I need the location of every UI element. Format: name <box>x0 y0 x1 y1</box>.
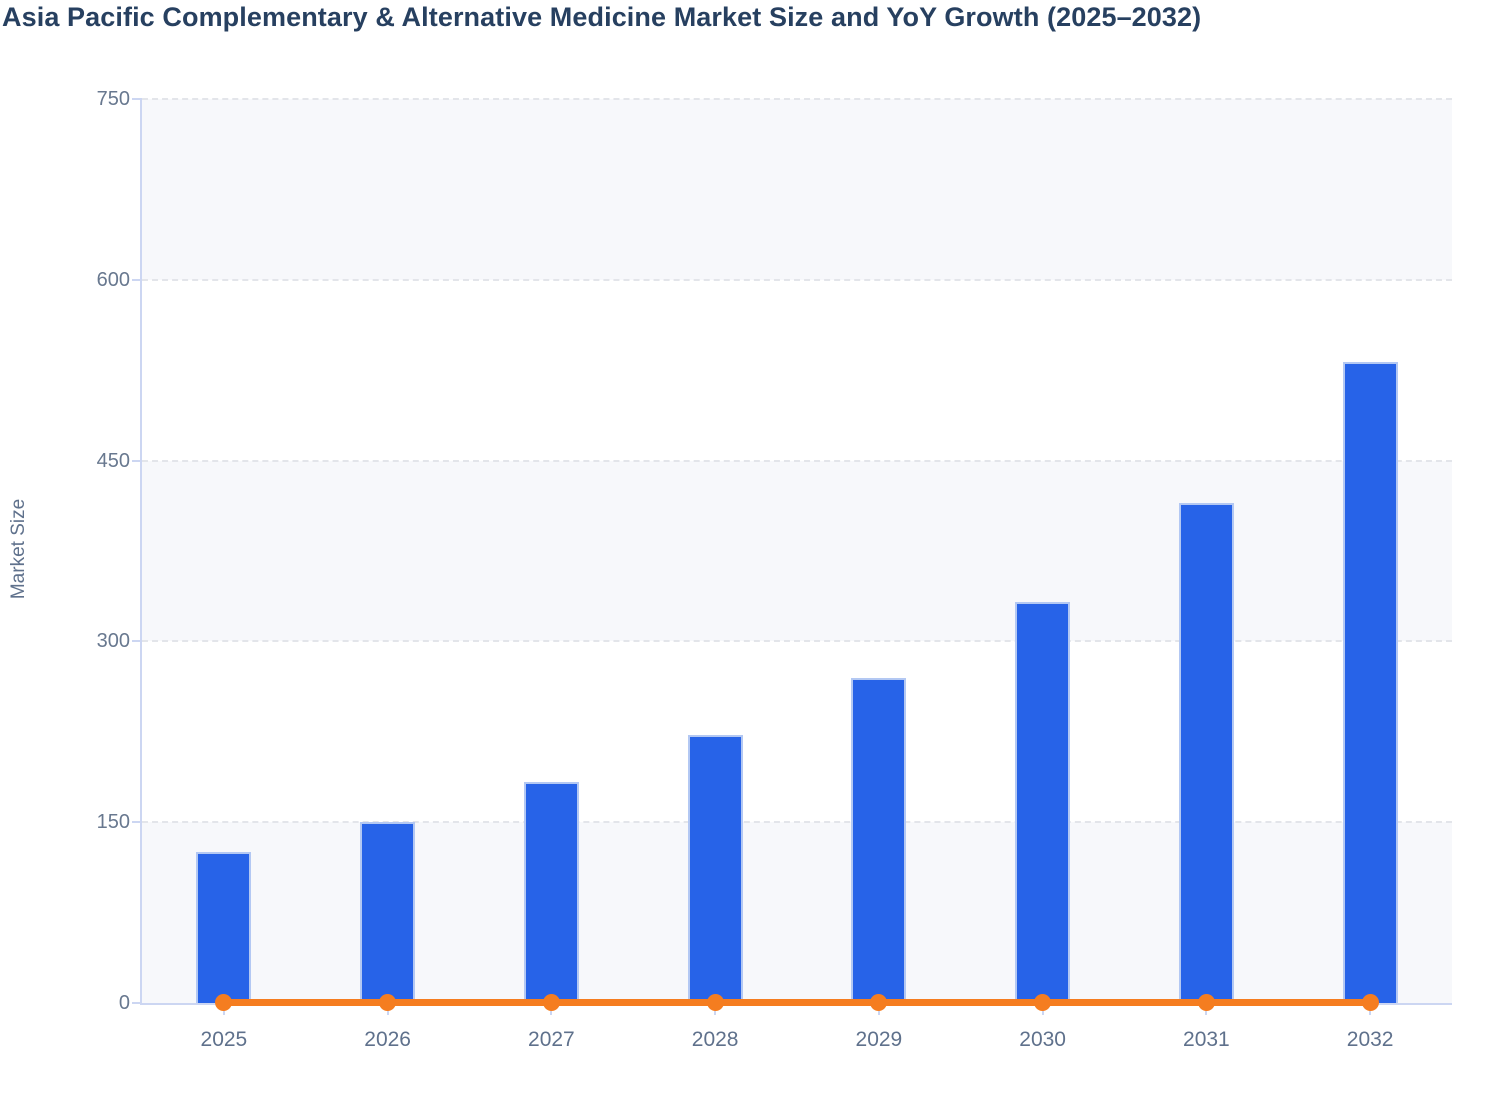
y-tick-mark <box>132 459 142 462</box>
y-tick-label: 150 <box>96 811 130 834</box>
gridline <box>142 278 1452 281</box>
bar-2031 <box>1178 502 1234 1003</box>
gridline <box>142 640 1452 643</box>
x-tick-label: 2027 <box>528 1028 575 1051</box>
y-tick-mark <box>132 98 142 100</box>
yoy-marker <box>1197 993 1215 1011</box>
x-tick-label: 2026 <box>364 1028 411 1051</box>
bar-2028 <box>687 735 743 1003</box>
y-tick-label: 0 <box>118 992 130 1014</box>
y-tick-mark <box>132 640 142 643</box>
plot-band <box>142 460 1452 642</box>
x-tick-label: 2031 <box>1183 1028 1230 1051</box>
bar-2027 <box>523 782 579 1003</box>
yoy-marker <box>1361 993 1379 1011</box>
bar-2029 <box>851 677 907 1003</box>
y-axis-title: Market Size <box>8 498 29 600</box>
y-tick-label: 600 <box>96 268 130 291</box>
yoy-marker <box>215 993 233 1011</box>
bar-2030 <box>1015 601 1071 1003</box>
y-tick-label: 450 <box>96 449 130 472</box>
yoy-marker <box>870 993 888 1011</box>
gridline <box>142 459 1452 462</box>
yoy-marker <box>706 993 724 1011</box>
x-tick-label: 2032 <box>1346 1028 1394 1051</box>
gridline <box>142 821 1452 824</box>
y-tick-label: 300 <box>96 630 130 653</box>
bar-2025 <box>196 852 252 1003</box>
yoy-line <box>223 998 1371 1006</box>
y-axis-line <box>140 99 142 1005</box>
y-tick-label: 750 <box>96 88 130 110</box>
yoy-marker <box>542 993 560 1011</box>
x-tick-label: 2029 <box>855 1028 903 1051</box>
x-tick-label: 2030 <box>1019 1028 1066 1051</box>
yoy-marker <box>1034 993 1052 1011</box>
yoy-marker <box>379 993 397 1011</box>
chart-title: Asia Pacific Complementary & Alternative… <box>2 2 1202 32</box>
bar-2026 <box>360 822 416 1003</box>
plot-band <box>142 99 1452 280</box>
x-tick-label: 2028 <box>691 1028 739 1051</box>
bar-2032 <box>1342 361 1398 1003</box>
y-tick-mark <box>132 278 142 281</box>
y-tick-mark <box>132 1002 142 1004</box>
x-tick-label: 2025 <box>200 1028 248 1051</box>
y-tick-mark <box>132 821 142 824</box>
gridline <box>142 98 1452 100</box>
plot-band <box>142 822 1452 1003</box>
